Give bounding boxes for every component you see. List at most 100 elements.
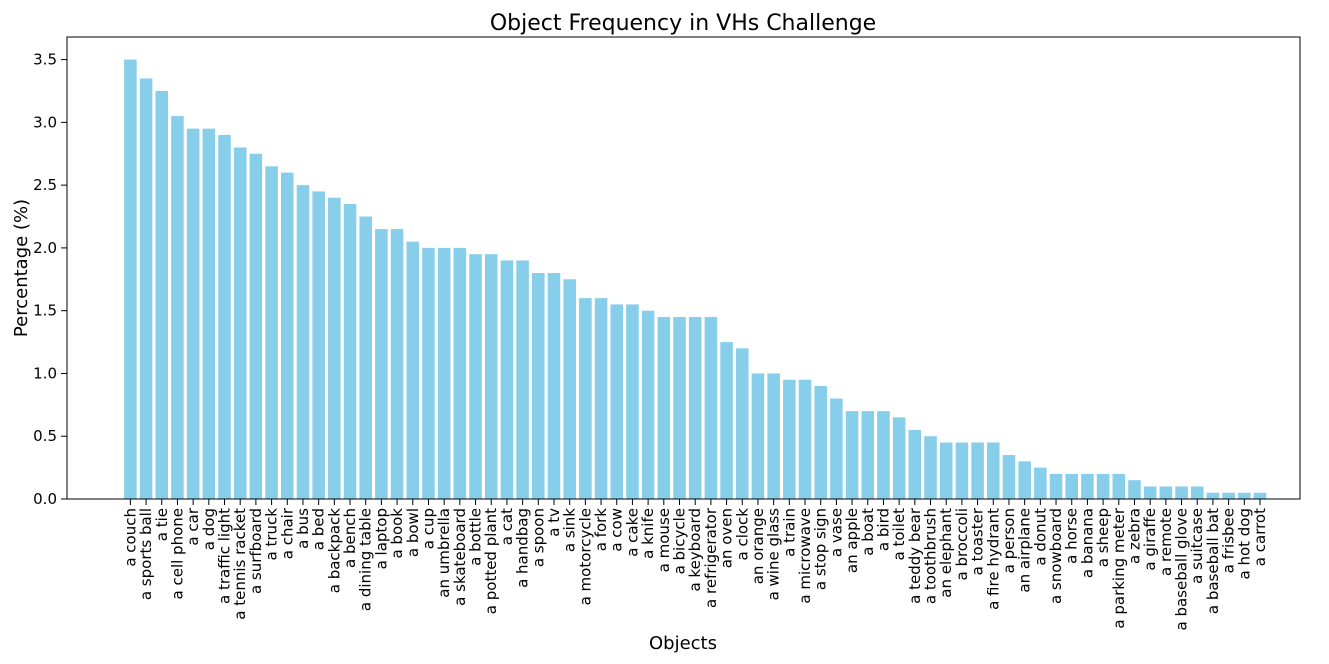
bar xyxy=(469,254,482,499)
bar xyxy=(516,260,529,499)
bar xyxy=(845,411,859,499)
x-tick-label: a train xyxy=(780,508,798,557)
x-tick-label: a traffic light xyxy=(216,508,234,604)
bar xyxy=(704,316,718,499)
x-tick-label: a bus xyxy=(294,508,312,549)
y-tick-label: 2.0 xyxy=(33,239,57,257)
x-tick-label: a baseball glove xyxy=(1173,508,1191,631)
x-tick-label: a suitcase xyxy=(1188,508,1206,584)
bar xyxy=(532,273,545,499)
x-tick-label: a book xyxy=(388,508,406,559)
x-tick-label: a hot dog xyxy=(1235,508,1253,580)
bar xyxy=(453,247,467,499)
x-tick-label: an elephant xyxy=(937,508,955,598)
bar xyxy=(186,128,200,500)
y-tick-label: 0.5 xyxy=(33,427,57,445)
x-tick-label: a sheep xyxy=(1094,508,1112,567)
y-tick-label: 1.0 xyxy=(33,364,57,382)
bar xyxy=(1206,492,1220,499)
bar xyxy=(641,310,655,499)
bar xyxy=(171,116,184,499)
chart-title: Object Frequency in VHs Challenge xyxy=(490,11,876,36)
bar xyxy=(987,442,1000,499)
x-tick-label: a toothbrush xyxy=(922,508,940,604)
bar xyxy=(1018,461,1031,499)
bar xyxy=(484,254,498,499)
x-tick-label: a snowboard xyxy=(1047,508,1065,604)
x-tick-label: a tie xyxy=(153,508,171,541)
y-tick-label: 0.0 xyxy=(33,490,57,508)
x-tick-label: a toilet xyxy=(890,508,908,561)
bar xyxy=(1222,492,1235,499)
x-tick-label: a fork xyxy=(592,508,610,552)
bar xyxy=(500,260,514,499)
x-tick-label: a sink xyxy=(561,508,579,552)
bar xyxy=(328,197,341,499)
x-tick-label: a donut xyxy=(1031,508,1049,566)
x-axis-label: Objects xyxy=(649,633,717,654)
bar xyxy=(751,373,765,499)
x-tick-label: a horse xyxy=(1063,508,1081,564)
x-tick-label: a mouse xyxy=(655,508,673,572)
bar xyxy=(579,298,592,499)
x-tick-label: a toaster xyxy=(969,507,987,575)
bar xyxy=(1253,492,1267,499)
bar xyxy=(202,128,216,500)
x-tick-label: a boat xyxy=(859,508,877,556)
x-tick-label: a bench xyxy=(341,508,359,568)
bar xyxy=(390,229,404,499)
bar xyxy=(971,442,984,499)
bar xyxy=(265,166,278,499)
bar xyxy=(1065,473,1079,499)
bar xyxy=(657,316,671,499)
y-axis-label: Percentage (%) xyxy=(11,199,32,337)
bar xyxy=(1128,480,1141,499)
bar xyxy=(783,379,796,499)
x-tick-label: a teddy bear xyxy=(906,507,924,604)
bar xyxy=(406,241,420,499)
bar xyxy=(233,147,247,499)
x-tick-label: a tennis racket xyxy=(231,508,249,620)
bar xyxy=(594,298,608,499)
bar xyxy=(375,229,388,499)
bar xyxy=(1143,486,1157,499)
x-tick-label: an orange xyxy=(749,508,767,584)
x-tick-label: a zebra xyxy=(1125,508,1143,564)
x-tick-label: an apple xyxy=(843,508,861,573)
y-tick-label: 1.5 xyxy=(33,302,57,320)
y-tick-label: 3.0 xyxy=(33,113,57,131)
bar xyxy=(830,398,843,499)
bar xyxy=(626,304,639,499)
bar xyxy=(422,247,435,499)
x-tick-label: a refrigerator xyxy=(702,507,720,608)
x-tick-label: a frisbee xyxy=(1220,508,1238,573)
bar xyxy=(280,172,294,499)
bar xyxy=(673,316,686,499)
x-tick-label: a carrot xyxy=(1251,508,1269,566)
x-tick-label: a clock xyxy=(733,508,751,561)
bar xyxy=(1002,455,1016,499)
x-tick-label: a bowl xyxy=(404,508,422,557)
x-tick-label: a cat xyxy=(498,508,516,545)
bar xyxy=(908,429,922,499)
x-tick-label: a dining table xyxy=(357,508,375,611)
x-tick-label: a broccoli xyxy=(953,508,971,581)
plot-frame xyxy=(66,36,1301,500)
bar xyxy=(939,442,953,499)
x-tick-label: a wine glass xyxy=(765,508,783,601)
y-tick-label: 2.5 xyxy=(33,176,57,194)
bar xyxy=(735,348,749,499)
bar xyxy=(892,417,906,499)
x-tick-label: a bed xyxy=(310,508,328,550)
bar xyxy=(767,373,780,499)
bar xyxy=(1049,473,1063,499)
x-tick-label: a chair xyxy=(278,507,296,559)
x-tick-label: a person xyxy=(1000,508,1018,573)
bar xyxy=(610,304,624,499)
x-tick-label: an airplane xyxy=(1016,508,1034,593)
bar xyxy=(1034,467,1047,499)
x-tick-label: a keyboard xyxy=(686,508,704,592)
bar xyxy=(1190,486,1204,499)
x-tick-label: a couch xyxy=(121,508,139,567)
